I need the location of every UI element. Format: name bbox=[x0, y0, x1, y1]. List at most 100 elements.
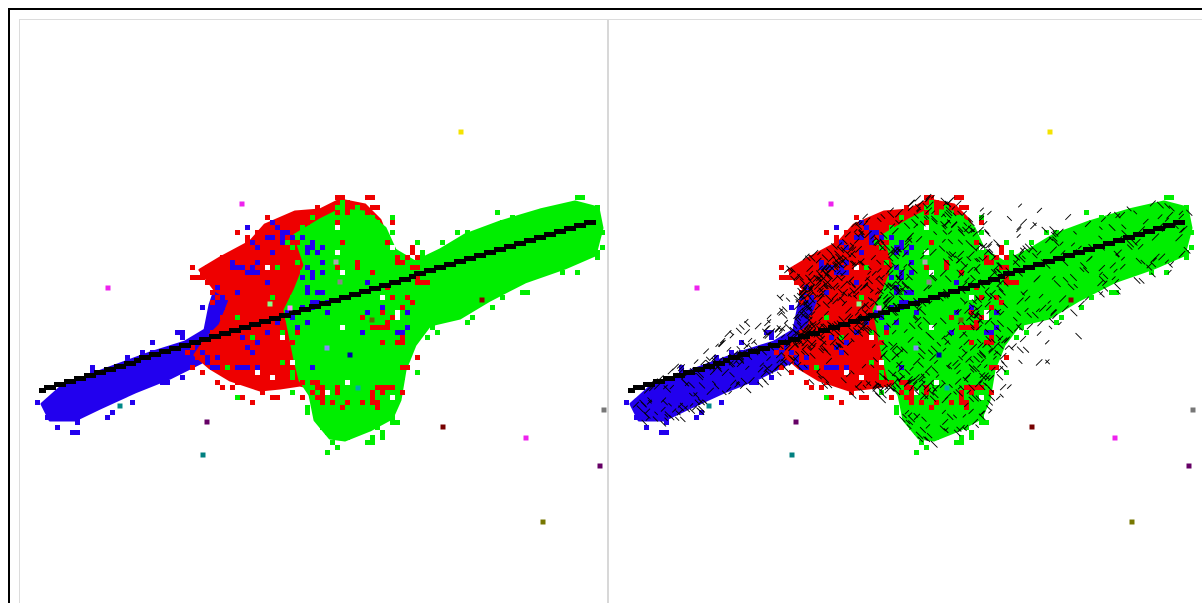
hatch-stroke bbox=[1017, 323, 1022, 328]
mixed-pixel bbox=[999, 300, 1004, 305]
mixed-pixel bbox=[839, 265, 844, 270]
hatch-stroke bbox=[942, 258, 951, 266]
fringe-pixel bbox=[904, 300, 909, 305]
fringe-pixel bbox=[400, 305, 405, 310]
fringe-pixel bbox=[1029, 240, 1034, 245]
fringe-pixel bbox=[215, 285, 220, 290]
hatch-stroke bbox=[837, 246, 845, 254]
fringe-pixel bbox=[410, 265, 415, 270]
hatch-stroke bbox=[849, 287, 856, 294]
fringe-pixel bbox=[160, 380, 165, 385]
line-segment bbox=[384, 283, 391, 288]
hatch-stroke bbox=[693, 392, 700, 399]
hatch-stroke bbox=[838, 254, 845, 262]
mixed-pixel bbox=[355, 265, 360, 270]
hatch-stroke bbox=[849, 260, 856, 267]
hatch-stroke bbox=[1133, 276, 1141, 285]
line-segment bbox=[224, 331, 231, 336]
fringe-pixel bbox=[395, 260, 400, 265]
hatch-stroke bbox=[827, 256, 834, 263]
hatch-stroke bbox=[893, 284, 901, 292]
mixed-pixel bbox=[824, 315, 829, 320]
line-segment bbox=[1108, 241, 1115, 246]
hatch-stroke bbox=[776, 308, 783, 315]
hatch-stroke bbox=[1166, 211, 1174, 219]
hatch-stroke bbox=[1098, 275, 1107, 284]
hatch-stroke bbox=[926, 387, 932, 392]
fringe-pixel bbox=[894, 385, 899, 390]
hatch-stroke bbox=[942, 418, 949, 426]
hatch-stroke bbox=[825, 294, 833, 302]
fringe-pixel bbox=[375, 205, 380, 210]
fringe-pixel bbox=[335, 195, 340, 200]
hatch-stroke bbox=[900, 346, 908, 354]
line-segment bbox=[1048, 259, 1055, 264]
fringe-pixel bbox=[470, 240, 475, 245]
hatch-stroke bbox=[818, 289, 826, 297]
hatch-stroke bbox=[840, 281, 848, 289]
hatch-stroke bbox=[1180, 225, 1188, 233]
hatch-stroke bbox=[985, 241, 993, 249]
fringe-pixel bbox=[809, 265, 814, 270]
hatch-stroke bbox=[822, 270, 829, 277]
hatch-stroke bbox=[1107, 211, 1112, 216]
fringe-pixel bbox=[385, 235, 390, 240]
fringe-pixel bbox=[1169, 195, 1174, 200]
fringe-pixel bbox=[979, 215, 984, 220]
line-segment bbox=[434, 265, 441, 270]
hatch-stroke bbox=[883, 375, 890, 382]
fringe-pixel bbox=[989, 390, 994, 395]
fringe-pixel bbox=[365, 210, 370, 215]
fringe-pixel bbox=[899, 240, 904, 245]
hatch-stroke bbox=[660, 420, 667, 427]
fringe-pixel bbox=[969, 235, 974, 240]
hatch-stroke bbox=[904, 235, 912, 243]
outlier-point bbox=[793, 419, 799, 425]
fringe-pixel bbox=[849, 385, 854, 390]
fringe-pixel bbox=[1004, 355, 1009, 360]
hatch-stroke bbox=[922, 302, 927, 307]
hatch-stroke bbox=[887, 248, 895, 256]
fringe-pixel bbox=[794, 280, 799, 285]
fringe-pixel bbox=[1049, 240, 1054, 245]
mixed-pixel bbox=[929, 240, 934, 245]
fringe-pixel bbox=[315, 300, 320, 305]
line-segment bbox=[464, 256, 471, 261]
line-segment bbox=[404, 277, 411, 282]
line-segment bbox=[743, 352, 750, 357]
hatch-stroke bbox=[929, 248, 937, 256]
fringe-pixel bbox=[230, 260, 235, 265]
hatch-stroke bbox=[846, 340, 853, 347]
fringe-pixel bbox=[809, 290, 814, 295]
hatch-stroke bbox=[1084, 220, 1092, 228]
fringe-pixel bbox=[884, 260, 889, 265]
fringe-pixel bbox=[809, 260, 814, 265]
hatch-stroke bbox=[866, 327, 872, 334]
outlier-point bbox=[1186, 463, 1192, 469]
fringe-pixel bbox=[320, 425, 325, 430]
hatch-stroke bbox=[875, 291, 879, 295]
hatch-stroke bbox=[999, 310, 1005, 316]
fringe-pixel bbox=[305, 250, 310, 255]
hatch-stroke bbox=[872, 357, 878, 363]
hatch-stroke bbox=[975, 324, 983, 331]
hatch-stroke bbox=[879, 387, 884, 392]
hatch-stroke bbox=[906, 424, 912, 430]
fringe-pixel bbox=[894, 300, 899, 305]
hatch-stroke bbox=[798, 290, 804, 296]
line-segment bbox=[154, 352, 161, 357]
mixed-pixel bbox=[959, 325, 964, 330]
mixed-pixel bbox=[904, 225, 909, 230]
hatch-stroke bbox=[739, 383, 746, 389]
mixed-pixel bbox=[924, 250, 929, 255]
fringe-pixel bbox=[365, 195, 370, 200]
hatch-stroke bbox=[914, 316, 922, 324]
hatch-stroke bbox=[1082, 267, 1090, 274]
hatch-stroke bbox=[823, 310, 829, 316]
hatch-stroke bbox=[941, 238, 946, 243]
hatch-stroke bbox=[850, 252, 857, 259]
hatch-stroke bbox=[819, 340, 827, 348]
fringe-pixel bbox=[285, 310, 290, 315]
fringe-pixel bbox=[859, 395, 864, 400]
hatch-stroke bbox=[892, 385, 897, 390]
